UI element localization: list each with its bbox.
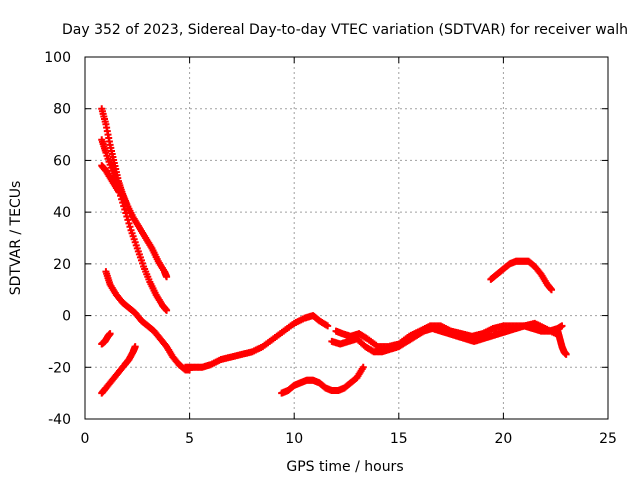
data-point (324, 322, 332, 330)
y-tick-label: -40 (48, 412, 71, 428)
x-axis-ticks: 0 5 10 15 20 25 (81, 57, 617, 447)
data-point (106, 330, 114, 338)
series-arc-lower-left (102, 268, 194, 374)
y-tick-label: 0 (62, 309, 71, 325)
data-point (124, 216, 132, 224)
grid (85, 57, 608, 419)
y-tick-label: -20 (48, 360, 71, 376)
data-point (131, 343, 139, 351)
data-point (123, 212, 131, 220)
plot-frame (84, 56, 609, 420)
series-arc-bottom-left (98, 343, 139, 397)
x-tick-label: 5 (185, 431, 194, 447)
series-arc-right-end (554, 327, 570, 358)
series-arc-middle-right-2 (332, 319, 560, 351)
y-axis-label: SDTVAR / TECUs (8, 181, 24, 296)
data-point (562, 350, 570, 358)
y-tick-label: 80 (53, 102, 71, 118)
x-tick-label: 10 (285, 431, 303, 447)
series-arc-right-hump (487, 257, 556, 294)
data-point (125, 219, 133, 227)
series-arc-main-middle (181, 312, 332, 371)
series-arc-mid-left (98, 162, 122, 195)
series-arc-top-left (98, 105, 171, 281)
x-tick-label: 15 (390, 431, 408, 447)
data-point (114, 187, 122, 195)
x-axis-label: GPS time / hours (286, 459, 403, 475)
x-tick-label: 0 (81, 431, 90, 447)
x-tick-label: 25 (599, 431, 617, 447)
data-point (121, 206, 129, 214)
series-arc-short-left (98, 330, 114, 348)
data-point (126, 223, 134, 231)
y-tick-label: 60 (53, 153, 71, 169)
data-point (558, 322, 566, 330)
data-point (119, 199, 127, 207)
data-point (163, 273, 171, 281)
series-arc-bottom-middle (278, 363, 367, 397)
data-point (359, 363, 367, 371)
plot-border (84, 56, 609, 420)
data-point (118, 195, 126, 203)
y-axis-ticks: -40 -20 0 20 40 60 80 100 (44, 50, 608, 428)
data-point (122, 209, 130, 217)
chart-title: Day 352 of 2023, Sidereal Day-to-day VTE… (62, 22, 628, 38)
data-point (548, 286, 556, 294)
y-tick-label: 20 (53, 257, 71, 273)
data-point (163, 306, 171, 314)
data-series (98, 105, 570, 397)
series-arc-steep-left (98, 136, 171, 314)
x-tick-label: 20 (494, 431, 512, 447)
data-point (117, 192, 125, 200)
data-point (120, 202, 128, 210)
y-tick-label: 40 (53, 205, 71, 221)
y-tick-label: 100 (44, 50, 71, 66)
